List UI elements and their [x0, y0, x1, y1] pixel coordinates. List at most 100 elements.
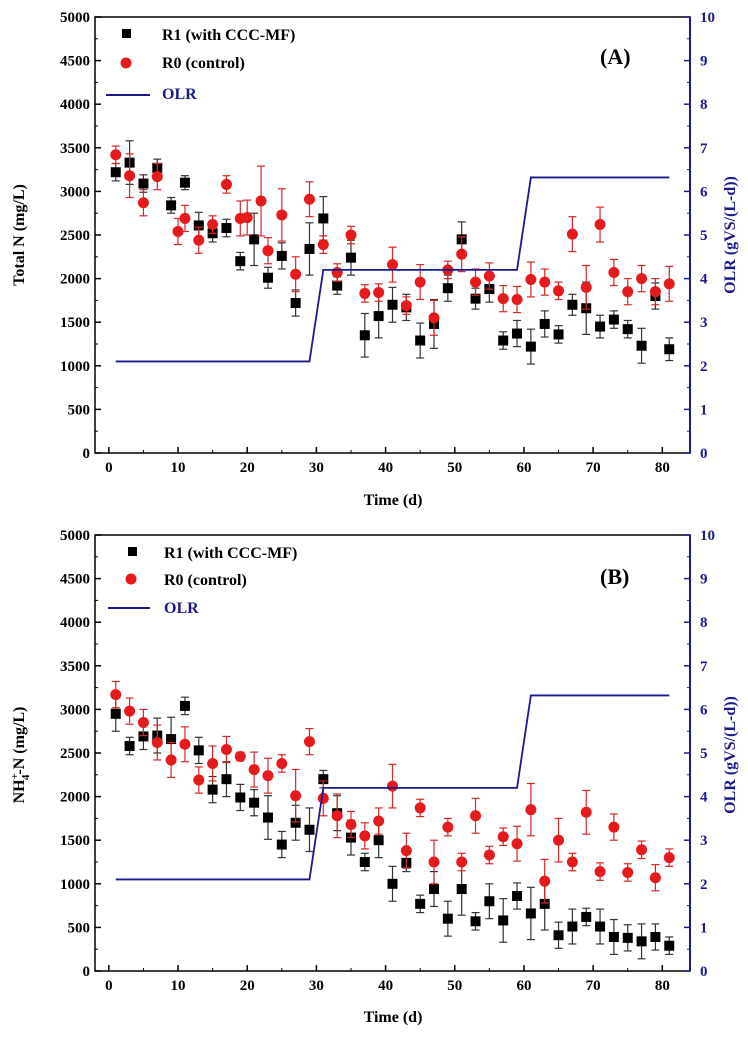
legend-r0-text: R0 (control): [162, 55, 245, 72]
r0-point: [539, 276, 551, 288]
r0-point: [414, 802, 426, 814]
r1-point: [595, 321, 606, 332]
r0-point: [483, 270, 495, 282]
r1-point: [179, 700, 190, 711]
r1-point: [664, 940, 675, 951]
y-tick-label: 4000: [60, 97, 90, 113]
r0-point: [470, 276, 482, 288]
r1-point: [498, 915, 509, 926]
x-tick-label: 20: [240, 978, 255, 994]
legend-r0-text: R0 (control): [164, 572, 247, 589]
r1-point: [276, 839, 287, 850]
r0-point: [255, 195, 267, 207]
r0-point: [400, 845, 412, 857]
r1-point: [456, 884, 467, 895]
y-tick-label: 500: [68, 402, 91, 418]
r0-point: [608, 821, 620, 833]
x-tick-label: 0: [105, 460, 113, 476]
x-tick-label: 70: [586, 460, 601, 476]
r0-point: [553, 285, 565, 297]
r0-point: [373, 287, 385, 299]
y2-tick-label: 0: [700, 446, 708, 462]
r0-point: [331, 266, 343, 278]
r1-point: [664, 344, 675, 355]
r1-point: [318, 774, 329, 785]
r0-point: [387, 780, 398, 792]
r0-point: [110, 149, 122, 161]
r1-point: [235, 256, 246, 267]
r0-point: [622, 286, 634, 298]
r1-point: [539, 898, 550, 909]
r0-point: [428, 312, 440, 324]
r1-point: [567, 299, 578, 310]
r0-point: [553, 834, 565, 846]
y2-tick-label: 5: [700, 746, 708, 762]
r0-point: [124, 705, 136, 717]
y-title-nh: NH: [11, 779, 28, 804]
r1-point: [304, 243, 315, 254]
r0-point: [608, 266, 620, 278]
r1-point: [193, 745, 204, 756]
x-tick-label: 30: [309, 978, 324, 994]
legend-olr-text: OLR: [162, 86, 197, 103]
r1-point: [512, 328, 523, 339]
r1-point: [553, 329, 564, 340]
r1-point: [415, 898, 426, 909]
r0-point: [497, 293, 509, 305]
legend-r1-marker: [128, 547, 137, 556]
r1-point: [373, 311, 384, 322]
r0-point: [539, 875, 551, 887]
y-tick-label: 1500: [60, 833, 90, 849]
legend-olr-text: OLR: [164, 600, 199, 617]
r1-point: [539, 318, 550, 329]
r1-point: [166, 734, 177, 745]
r1-point: [387, 299, 398, 310]
r1-point: [553, 930, 564, 941]
y2-tick-label: 10: [700, 10, 715, 26]
panel-a-label: (A): [600, 44, 631, 69]
r1-point: [332, 280, 343, 291]
r1-point: [484, 896, 495, 907]
r0-point: [207, 757, 219, 769]
r1-point: [498, 335, 509, 346]
r0-point: [594, 866, 606, 878]
y-tick-label: 4500: [60, 54, 90, 70]
panel-a-plot-frame: [94, 16, 691, 454]
r1-point: [235, 792, 246, 803]
r1-point: [138, 731, 149, 742]
y-tick-label: 2000: [60, 272, 90, 288]
r1-point: [636, 340, 647, 351]
x-tick-label: 10: [171, 978, 186, 994]
r0-point: [511, 294, 523, 306]
legend-r0-marker: [125, 573, 137, 585]
r0-point: [193, 774, 205, 786]
panel-b-y2-axis-title: OLR (gVS/(L-d)): [722, 696, 739, 814]
y-tick-label: 3000: [60, 702, 90, 718]
r1-point: [262, 272, 273, 283]
r0-point: [303, 736, 315, 748]
panel-a-plot-layer: 0500100015002000250030003500400045005000…: [60, 10, 715, 476]
r0-point: [428, 856, 440, 868]
r1-point: [179, 177, 190, 188]
r1-point: [525, 908, 536, 919]
x-tick-label: 80: [655, 978, 670, 994]
r1-point: [345, 252, 356, 263]
r1-point: [249, 797, 260, 808]
y-tick-label: 4000: [60, 615, 90, 631]
r1-point: [525, 341, 536, 352]
r0-point: [373, 815, 385, 827]
y2-tick-label: 0: [700, 964, 708, 980]
r0-point: [220, 744, 232, 756]
r0-point: [470, 810, 482, 822]
r0-point: [649, 872, 661, 884]
r0-point: [525, 804, 537, 816]
x-tick-label: 0: [105, 978, 113, 994]
r1-point: [622, 932, 633, 943]
r1-point: [581, 911, 592, 922]
r0-point: [622, 866, 634, 878]
legend-r0-marker: [120, 57, 132, 69]
x-tick-label: 50: [447, 978, 462, 994]
y2-tick-label: 3: [700, 833, 708, 849]
r0-point: [511, 838, 523, 850]
